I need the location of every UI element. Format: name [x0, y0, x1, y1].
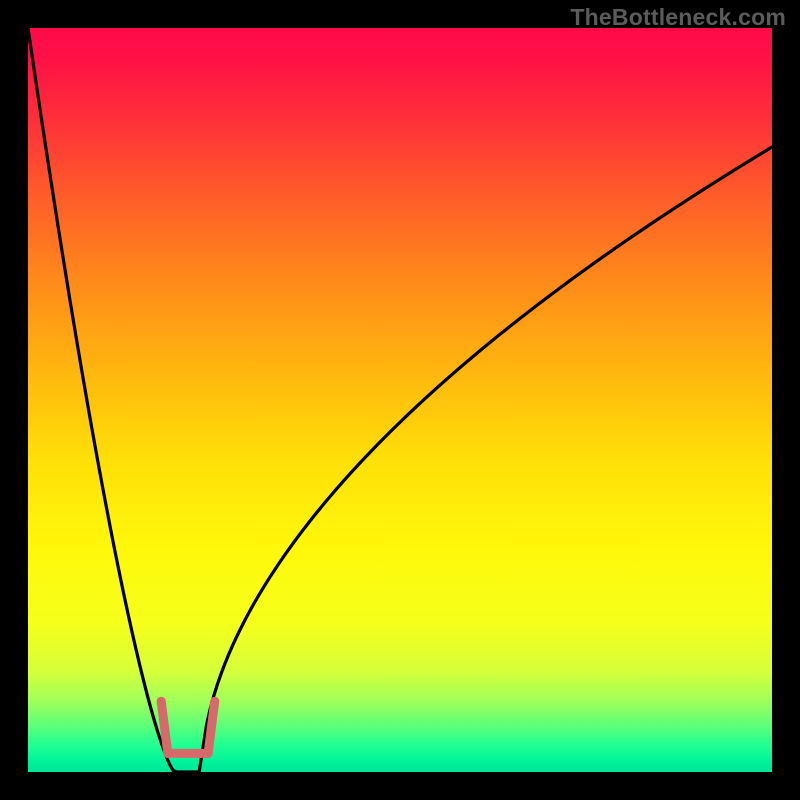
- bottleneck-curve-chart: [28, 28, 772, 772]
- plot-area: [28, 28, 772, 772]
- chart-frame: TheBottleneck.com: [0, 0, 800, 800]
- watermark-text: TheBottleneck.com: [570, 4, 786, 31]
